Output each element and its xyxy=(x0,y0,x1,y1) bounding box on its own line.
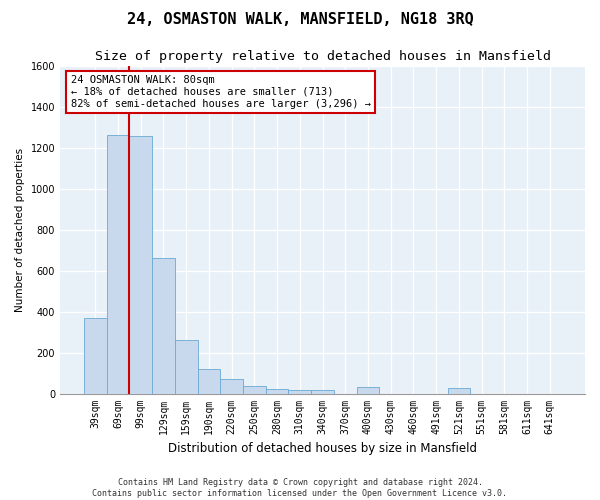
Bar xyxy=(152,258,175,394)
Y-axis label: Number of detached properties: Number of detached properties xyxy=(15,148,25,312)
Title: Size of property relative to detached houses in Mansfield: Size of property relative to detached ho… xyxy=(95,50,551,63)
Bar xyxy=(356,388,379,394)
Text: 24, OSMASTON WALK, MANSFIELD, NG18 3RQ: 24, OSMASTON WALK, MANSFIELD, NG18 3RQ xyxy=(127,12,473,28)
Text: 24 OSMASTON WALK: 80sqm
← 18% of detached houses are smaller (713)
82% of semi-d: 24 OSMASTON WALK: 80sqm ← 18% of detache… xyxy=(71,76,371,108)
Text: Contains HM Land Registry data © Crown copyright and database right 2024.
Contai: Contains HM Land Registry data © Crown c… xyxy=(92,478,508,498)
Bar xyxy=(175,340,197,394)
Bar xyxy=(84,318,107,394)
Bar xyxy=(311,390,334,394)
Bar xyxy=(448,388,470,394)
Bar xyxy=(266,390,289,394)
Bar xyxy=(107,136,130,394)
X-axis label: Distribution of detached houses by size in Mansfield: Distribution of detached houses by size … xyxy=(168,442,477,455)
Bar xyxy=(220,379,243,394)
Bar xyxy=(130,136,152,394)
Bar xyxy=(289,390,311,394)
Bar xyxy=(197,369,220,394)
Bar xyxy=(243,386,266,394)
